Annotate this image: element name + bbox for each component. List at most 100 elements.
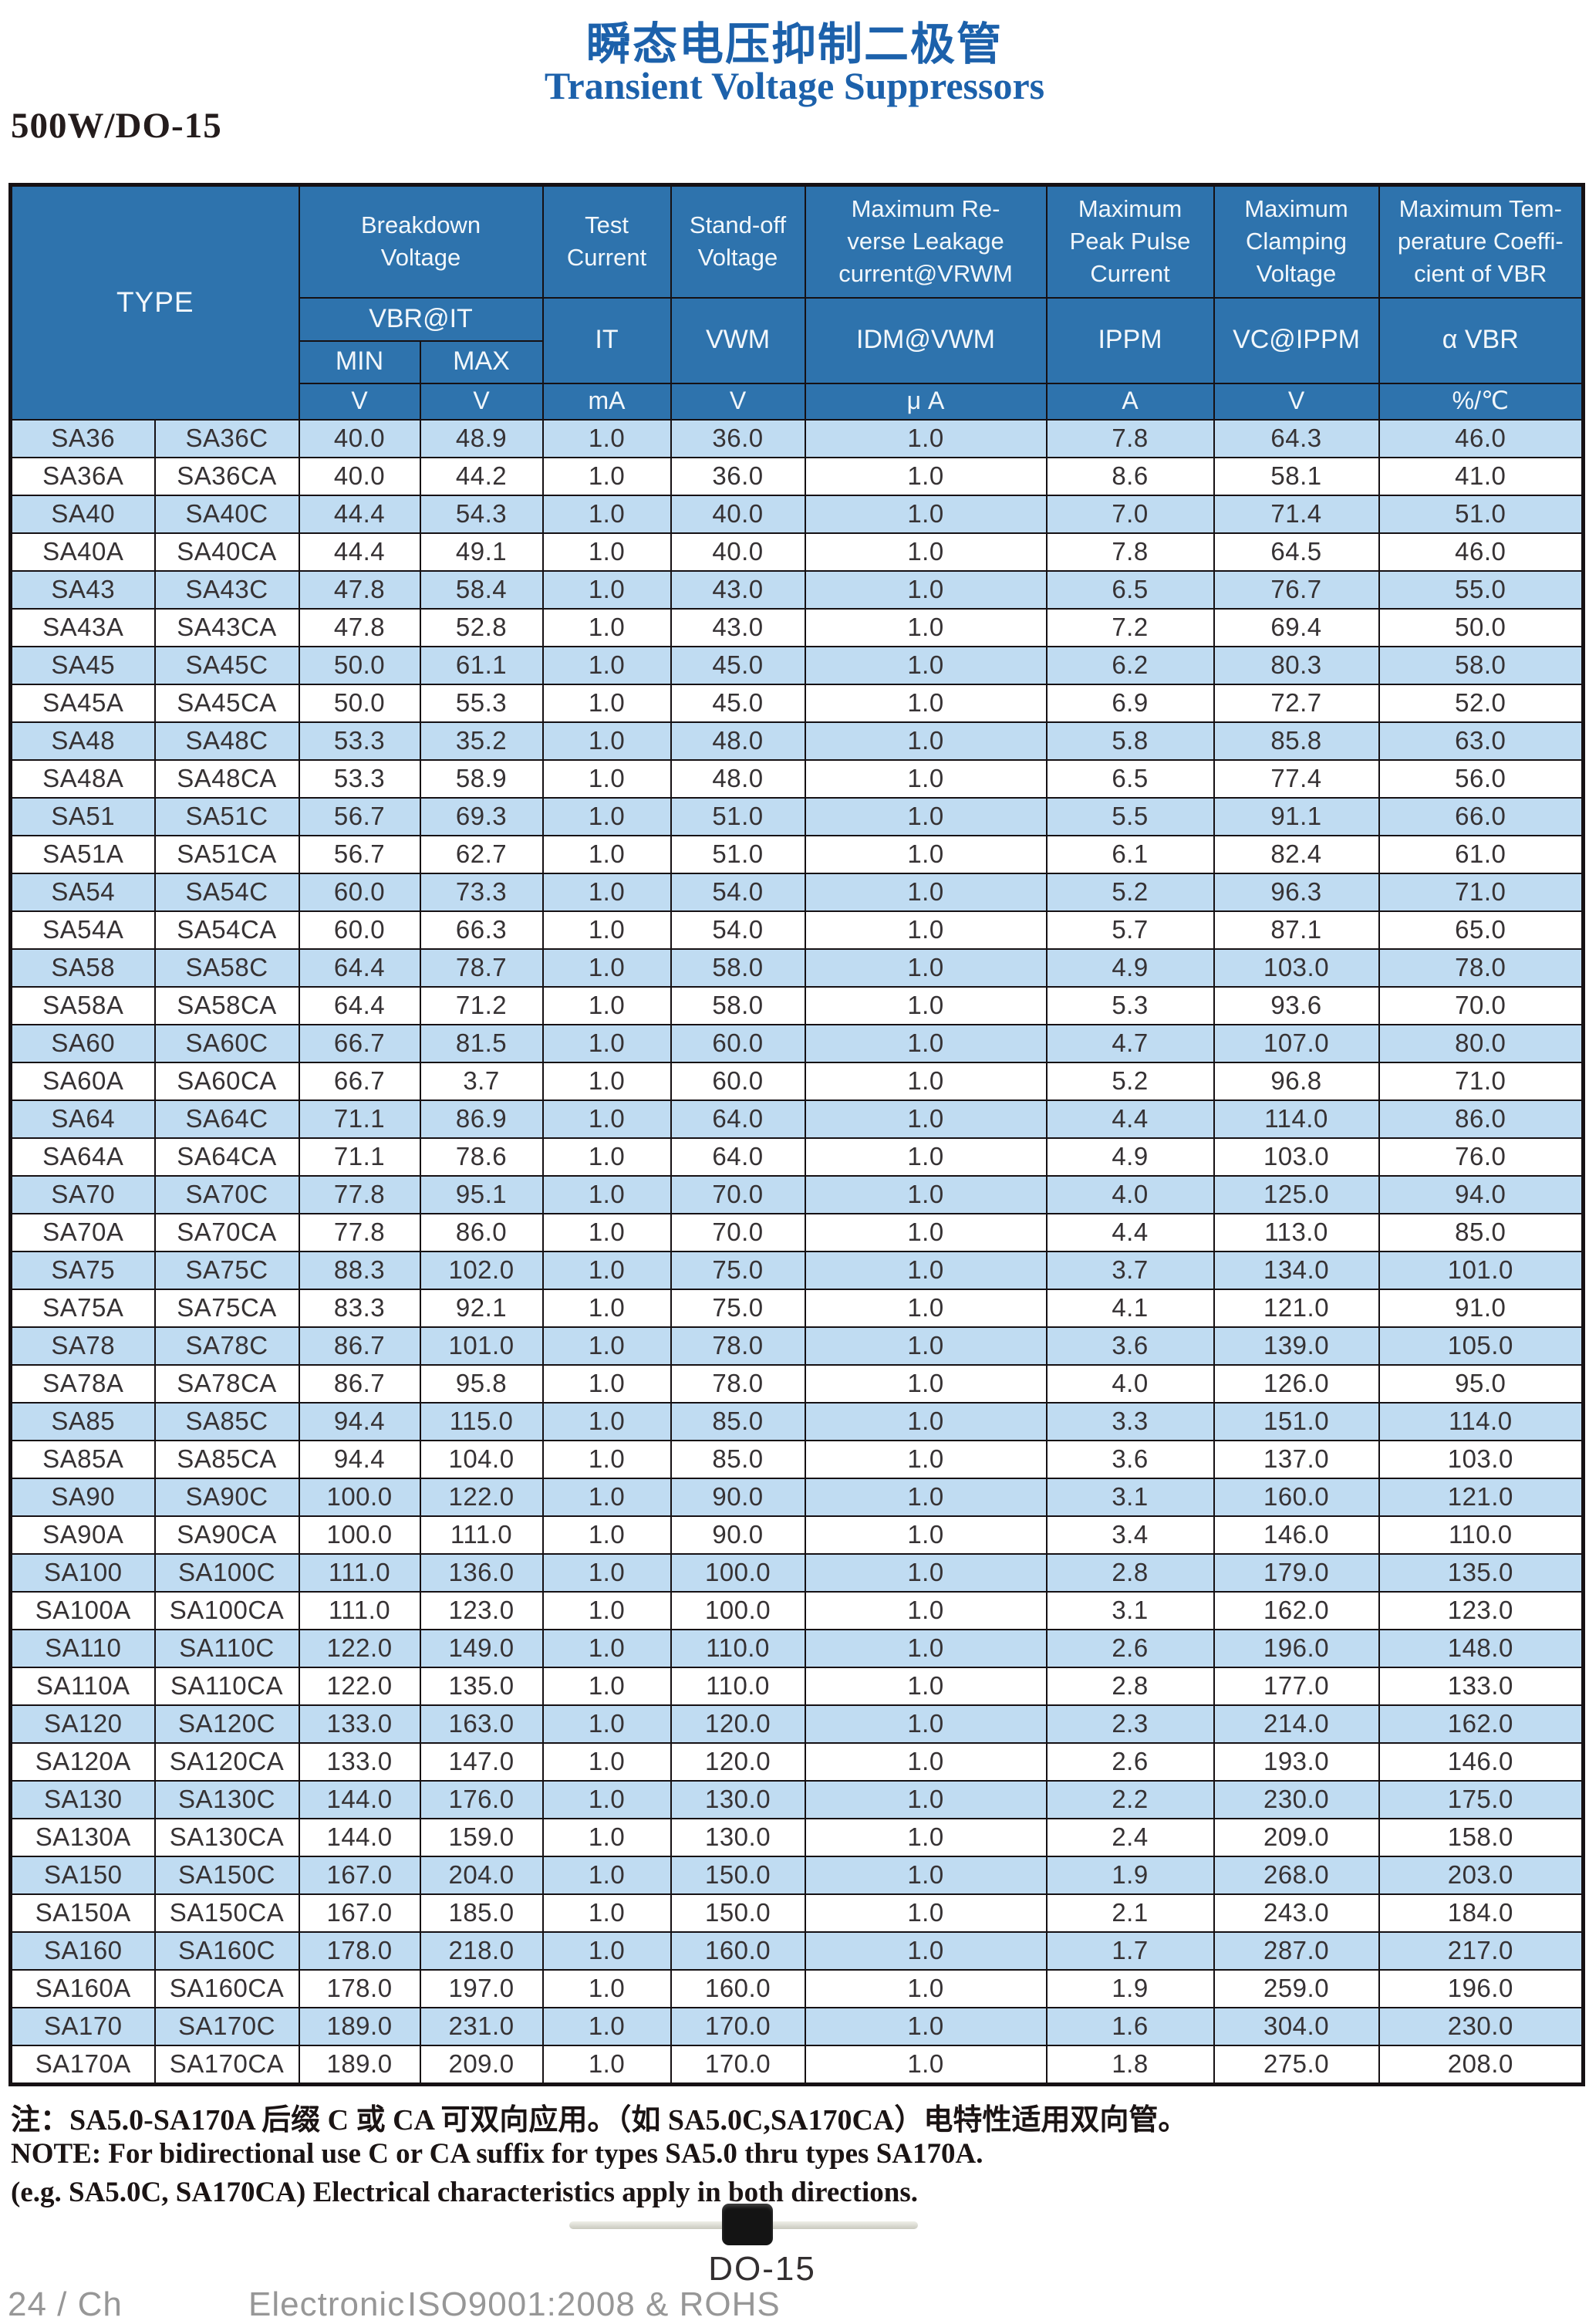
clamping-voltage-cell: 71.4 [1213, 494, 1380, 534]
type-cell: SA170 [9, 2006, 156, 2046]
vbr-max-cell: 54.3 [419, 494, 544, 534]
peak-pulse-current-cell: 4.1 [1045, 1288, 1215, 1328]
peak-pulse-current-cell: 1.9 [1045, 1855, 1215, 1895]
type-cell: SA51A [9, 834, 156, 874]
type-bidirectional-cell: SA150C [154, 1855, 300, 1895]
sub-header-idm-at-vwm: IDM@VWM [804, 296, 1048, 384]
vbr-max-cell: 78.7 [419, 948, 544, 988]
table-row: SA130A SA130CA 144.0 159.0 1.0 130.0 1.0 2.4 209… [9, 1817, 1584, 1857]
type-cell: SA130 [9, 1779, 156, 1819]
footer-company-name: Electronic [248, 2285, 406, 2323]
unit-vc: V [1213, 382, 1380, 421]
vbr-max-cell: 35.2 [419, 721, 544, 761]
leakage-current-cell: 1.0 [804, 683, 1048, 723]
test-current-cell: 1.0 [541, 1552, 672, 1593]
temp-coefficient-cell: 184.0 [1378, 1893, 1584, 1933]
vbr-min-cell: 44.4 [298, 532, 421, 572]
standoff-voltage-cell: 150.0 [670, 1893, 806, 1933]
note-english-line1: NOTE: For bidirectional use C or CA suff… [11, 2138, 983, 2170]
standoff-voltage-cell: 120.0 [670, 1741, 806, 1782]
clamping-voltage-cell: 243.0 [1213, 1893, 1380, 1933]
test-current-cell: 1.0 [541, 418, 672, 458]
leakage-current-cell: 1.0 [804, 872, 1048, 912]
vbr-min-cell: 56.7 [298, 796, 421, 836]
temp-coefficient-cell: 91.0 [1378, 1288, 1584, 1328]
sub-header-vbr-at-it: VBR@IT [298, 296, 544, 342]
table-row: SA51A SA51CA 56.7 62.7 1.0 51.0 1.0 6.1 82.4 61.0 [9, 834, 1584, 874]
table-row: SA170 SA170C 189.0 231.0 1.0 170.0 1.0 1.6 304.0… [9, 2006, 1584, 2046]
clamping-voltage-cell: 64.3 [1213, 418, 1380, 458]
standoff-voltage-cell: 85.0 [670, 1439, 806, 1479]
test-current-cell: 1.0 [541, 1930, 672, 1971]
peak-pulse-current-cell: 3.6 [1045, 1326, 1215, 1366]
leakage-current-cell: 1.0 [804, 1590, 1048, 1630]
table-row: SA85A SA85CA 94.4 104.0 1.0 85.0 1.0 3.6 137.0 10… [9, 1439, 1584, 1479]
type-cell: SA70A [9, 1212, 156, 1252]
spec-table: TYPE Breakdown Voltage Test Current Stan… [8, 183, 1586, 2086]
sub-header-it: IT [541, 296, 672, 384]
leakage-current-cell: 1.0 [804, 985, 1048, 1025]
table-row: SA64A SA64CA 71.1 78.6 1.0 64.0 1.0 4.9 103.0 76.… [9, 1137, 1584, 1177]
clamping-voltage-cell: 275.0 [1213, 2044, 1380, 2085]
leakage-current-cell: 1.0 [804, 456, 1048, 496]
temp-coefficient-cell: 203.0 [1378, 1855, 1584, 1895]
vbr-min-cell: 88.3 [298, 1250, 421, 1290]
type-cell: SA64 [9, 1099, 156, 1139]
leakage-current-cell: 1.0 [804, 1174, 1048, 1214]
type-bidirectional-cell: SA51C [154, 796, 300, 836]
table-row: SA54A SA54CA 60.0 66.3 1.0 54.0 1.0 5.7 87.1 65.0 [9, 910, 1584, 950]
type-cell: SA150A [9, 1893, 156, 1933]
leakage-current-cell: 1.0 [804, 1326, 1048, 1366]
peak-pulse-current-cell: 1.7 [1045, 1930, 1215, 1971]
table-row: SA45 SA45C 50.0 61.1 1.0 45.0 1.0 6.2 80.3 58.0 [9, 645, 1584, 685]
vbr-max-cell: 3.7 [419, 1061, 544, 1101]
clamping-voltage-cell: 162.0 [1213, 1590, 1380, 1630]
vbr-min-cell: 47.8 [298, 569, 421, 610]
table-row: SA43 SA43C 47.8 58.4 1.0 43.0 1.0 6.5 76.7 55.0 [9, 569, 1584, 610]
unit-vbr-min: V [298, 382, 421, 421]
vbr-max-cell: 81.5 [419, 1023, 544, 1063]
type-cell: SA48 [9, 721, 156, 761]
peak-pulse-current-cell: 3.1 [1045, 1477, 1215, 1517]
leakage-current-cell: 1.0 [804, 645, 1048, 685]
table-row: SA100 SA100C 111.0 136.0 1.0 100.0 1.0 2.8 179.0… [9, 1552, 1584, 1593]
peak-pulse-current-cell: 4.4 [1045, 1212, 1215, 1252]
type-cell: SA40 [9, 494, 156, 534]
leakage-current-cell: 1.0 [804, 1779, 1048, 1819]
type-bidirectional-cell: SA54C [154, 872, 300, 912]
table-row: SA150A SA150CA 167.0 185.0 1.0 150.0 1.0 2.1 243… [9, 1893, 1584, 1933]
temp-coefficient-cell: 61.0 [1378, 834, 1584, 874]
standoff-voltage-cell: 51.0 [670, 834, 806, 874]
table-row: SA130 SA130C 144.0 176.0 1.0 130.0 1.0 2.2 230.0… [9, 1779, 1584, 1819]
peak-pulse-current-cell: 5.2 [1045, 1061, 1215, 1101]
vbr-min-cell: 77.8 [298, 1174, 421, 1214]
peak-pulse-current-cell: 5.7 [1045, 910, 1215, 950]
peak-pulse-current-cell: 7.8 [1045, 532, 1215, 572]
type-cell: SA160A [9, 1968, 156, 2008]
test-current-cell: 1.0 [541, 910, 672, 950]
vbr-max-cell: 55.3 [419, 683, 544, 723]
type-cell: SA85 [9, 1401, 156, 1441]
test-current-cell: 1.0 [541, 1590, 672, 1630]
vbr-min-cell: 50.0 [298, 645, 421, 685]
type-bidirectional-cell: SA78C [154, 1326, 300, 1366]
peak-pulse-current-cell: 6.5 [1045, 569, 1215, 610]
peak-pulse-current-cell: 3.1 [1045, 1590, 1215, 1630]
standoff-voltage-cell: 43.0 [670, 569, 806, 610]
vbr-min-cell: 178.0 [298, 1930, 421, 1971]
vbr-min-cell: 60.0 [298, 910, 421, 950]
clamping-voltage-cell: 121.0 [1213, 1288, 1380, 1328]
standoff-voltage-cell: 36.0 [670, 456, 806, 496]
temp-coefficient-cell: 56.0 [1378, 758, 1584, 799]
type-cell: SA36A [9, 456, 156, 496]
vbr-max-cell: 163.0 [419, 1704, 544, 1744]
temp-coefficient-cell: 105.0 [1378, 1326, 1584, 1366]
peak-pulse-current-cell: 2.8 [1045, 1666, 1215, 1706]
peak-pulse-current-cell: 4.9 [1045, 948, 1215, 988]
standoff-voltage-cell: 48.0 [670, 758, 806, 799]
type-cell: SA48A [9, 758, 156, 799]
leakage-current-cell: 1.0 [804, 1288, 1048, 1328]
test-current-cell: 1.0 [541, 494, 672, 534]
clamping-voltage-cell: 137.0 [1213, 1439, 1380, 1479]
temp-coefficient-cell: 208.0 [1378, 2044, 1584, 2085]
